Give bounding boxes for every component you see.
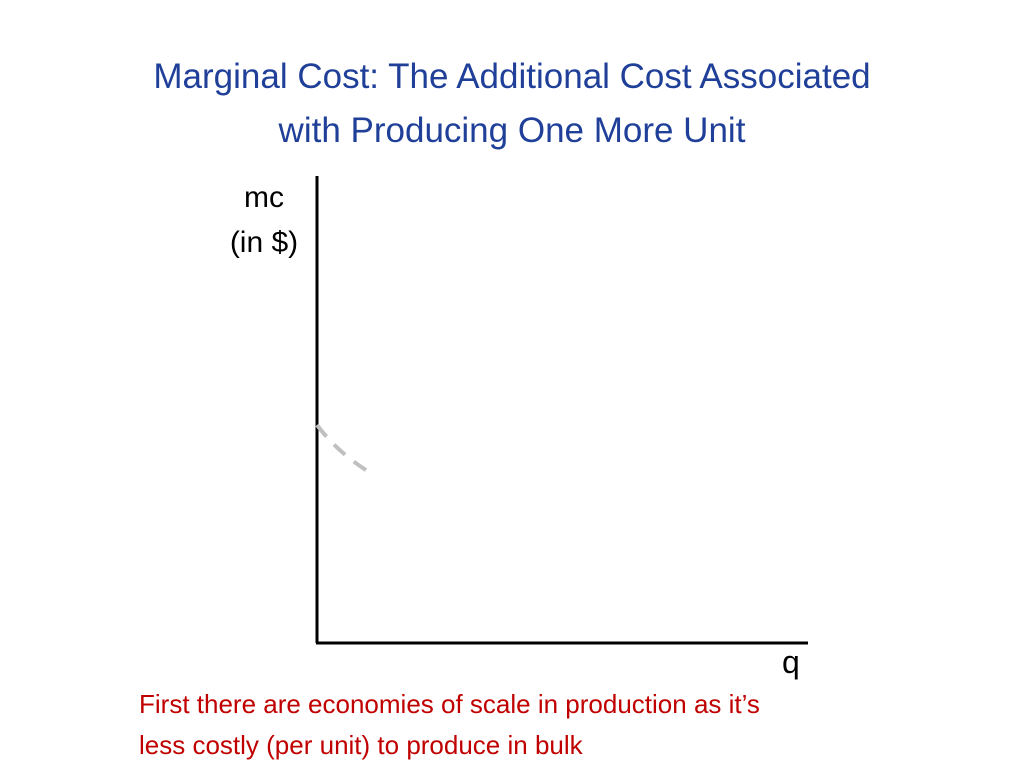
y-axis-label-line-1: mc [244, 181, 284, 214]
marginal-cost-curve [315, 423, 371, 474]
slide-title-line-1: Marginal Cost: The Additional Cost Assoc… [153, 57, 871, 96]
caption-line-1: First there are economies of scale in pr… [139, 689, 760, 719]
x-axis-label: q [782, 644, 800, 680]
slide-title: Marginal Cost: The Additional Cost Assoc… [62, 50, 962, 158]
caption-line-2: less costly (per unit) to produce in bul… [139, 730, 583, 760]
y-axis-label-line-2: (in $) [229, 226, 299, 259]
y-axis-label: mc (in $) [216, 175, 312, 265]
caption-text: First there are economies of scale in pr… [139, 684, 919, 766]
slide-title-line-2: with Producing One More Unit [278, 111, 746, 150]
